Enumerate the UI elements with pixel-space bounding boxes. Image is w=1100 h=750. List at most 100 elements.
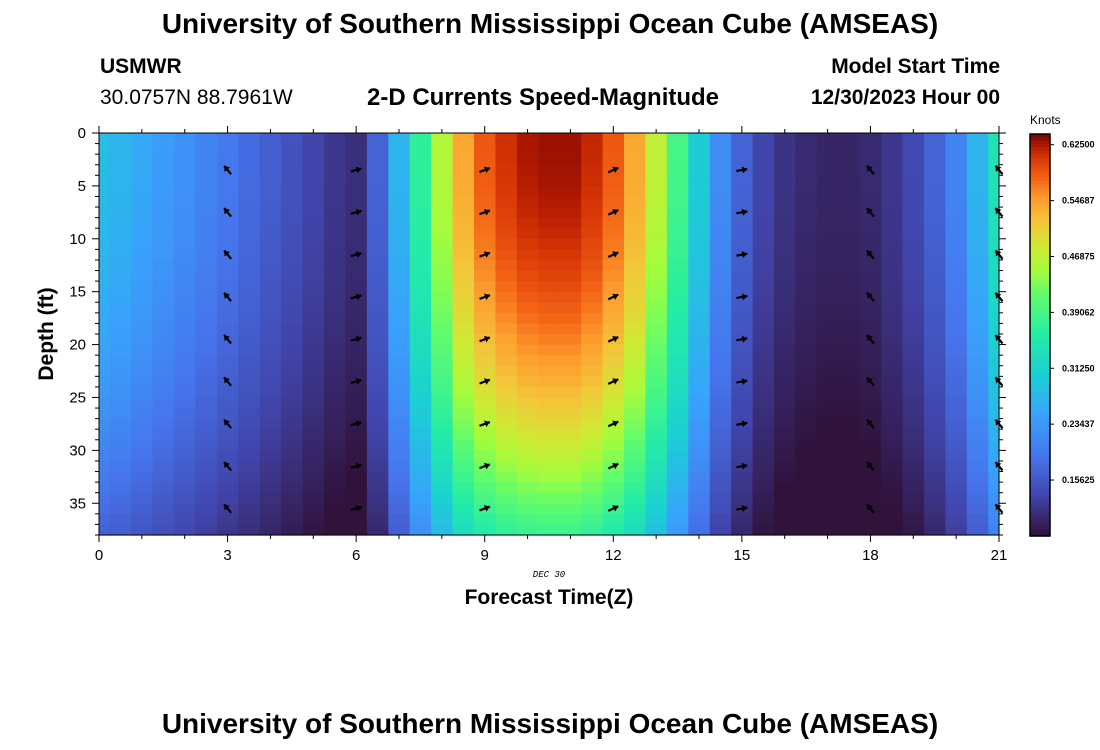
heatmap-cell	[924, 482, 947, 494]
heatmap-cell	[409, 471, 432, 483]
heatmap-cell	[195, 238, 218, 250]
heatmap-cell	[431, 238, 454, 250]
colorbar-swatch	[1030, 485, 1050, 490]
vector-head	[612, 378, 619, 385]
heatmap-cell	[302, 397, 325, 409]
heatmap-cell	[452, 270, 475, 282]
heatmap-cell	[259, 344, 282, 356]
heatmap-cell	[538, 344, 561, 356]
heatmap-cell	[645, 450, 668, 462]
heatmap-cell	[902, 397, 925, 409]
colorbar-swatch	[1030, 201, 1050, 205]
heatmap-cell	[688, 386, 711, 399]
heatmap-cell	[195, 217, 218, 229]
heatmap-cell	[966, 249, 989, 261]
heatmap-cell	[602, 323, 625, 335]
heatmap-cell	[259, 482, 282, 494]
heatmap-cell	[945, 386, 968, 399]
heatmap-cell	[709, 270, 732, 282]
heatmap-cell	[752, 249, 775, 261]
heatmap-cell	[645, 238, 668, 250]
heatmap-cell	[152, 386, 175, 399]
heatmap-cell	[924, 429, 947, 441]
colorbar-swatch	[1030, 522, 1050, 527]
heatmap-cell	[259, 334, 282, 346]
heatmap-cell	[752, 291, 775, 303]
heatmap-cell	[238, 217, 261, 229]
heatmap-cell	[152, 376, 175, 388]
colorbar-swatch	[1030, 365, 1050, 370]
heatmap-cell	[731, 492, 754, 504]
heatmap-cell	[688, 196, 711, 208]
heatmap-cell	[99, 365, 111, 377]
heatmap-cell	[388, 408, 411, 420]
heatmap-cell	[795, 185, 818, 198]
heatmap-cell	[774, 482, 797, 494]
heatmap-cell	[302, 185, 325, 198]
heatmap-cell	[195, 376, 218, 388]
colorbar-swatch	[1030, 137, 1050, 142]
heatmap-cell	[345, 471, 368, 483]
heatmap-cell	[238, 492, 261, 504]
heatmap-cell	[174, 482, 197, 494]
heatmap-cell	[688, 503, 711, 515]
heatmap-cell	[109, 207, 132, 219]
heatmap-cell	[816, 217, 839, 229]
heatmap-cell	[388, 482, 411, 494]
heatmap-cell	[431, 513, 454, 526]
heatmap-cell	[324, 429, 347, 441]
colorbar-swatch	[1030, 475, 1050, 480]
heatmap-cell	[859, 482, 882, 494]
heatmap-cell	[795, 238, 818, 250]
heatmap-cell	[966, 133, 989, 145]
heatmap-cell	[324, 175, 347, 187]
heatmap-cell	[345, 397, 368, 409]
heatmap-cell	[345, 217, 368, 229]
heatmap-cell	[581, 450, 604, 462]
heatmap-cell	[366, 302, 389, 314]
heatmap-cell	[99, 513, 111, 526]
heatmap-cell	[709, 164, 732, 176]
heatmap-cell	[859, 397, 882, 409]
heatmap-cell	[131, 270, 154, 282]
heatmap-cell	[409, 281, 432, 293]
heatmap-cell	[838, 408, 861, 420]
heatmap-cell	[774, 492, 797, 504]
heatmap-cell	[881, 503, 904, 515]
heatmap-cell	[966, 281, 989, 293]
heatmap-cell	[431, 164, 454, 176]
heatmap-cell	[109, 386, 132, 399]
heatmap-cell	[838, 291, 861, 303]
heatmap-cell	[152, 323, 175, 335]
heatmap-cell	[902, 175, 925, 187]
heatmap-cell	[302, 249, 325, 261]
heatmap-cell	[516, 365, 539, 377]
heatmap-cell	[859, 429, 882, 441]
heatmap-cell	[409, 133, 432, 145]
heatmap-cell	[966, 291, 989, 303]
heatmap-cell	[259, 397, 282, 409]
colorbar-swatch	[1030, 261, 1050, 266]
colorbar-swatch	[1030, 321, 1050, 326]
heatmap-cell	[838, 492, 861, 504]
heatmap-cell	[795, 365, 818, 377]
heatmap-cell	[774, 429, 797, 441]
heatmap-cell	[302, 291, 325, 303]
heatmap-cell	[881, 323, 904, 335]
heatmap-cell	[216, 344, 239, 356]
heatmap-cell	[109, 334, 132, 346]
heatmap-cell	[366, 450, 389, 462]
heatmap-cell	[795, 503, 818, 515]
heatmap-cell	[688, 281, 711, 293]
heatmap-cell	[966, 217, 989, 229]
heatmap-cell	[666, 408, 689, 420]
heatmap-cell	[409, 312, 432, 325]
colorbar-swatch	[1030, 244, 1050, 249]
heatmap-cell	[624, 365, 647, 377]
heatmap-cell	[924, 302, 947, 314]
heatmap-cell	[452, 323, 475, 335]
heatmap-cell	[902, 196, 925, 208]
heatmap-cell	[431, 270, 454, 282]
heatmap-cell	[495, 133, 518, 145]
